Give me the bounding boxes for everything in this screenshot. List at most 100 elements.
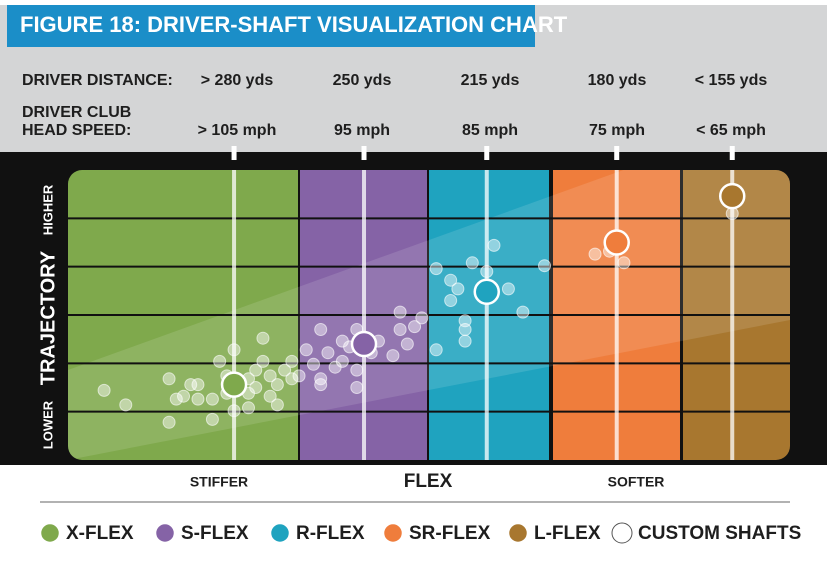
legend-label: CUSTOM SHAFTS — [638, 523, 801, 544]
custom-shaft-point — [263, 369, 277, 383]
custom-shaft-point — [205, 392, 219, 406]
custom-shaft-point — [444, 294, 458, 307]
flex-tick — [484, 146, 490, 160]
custom-shaft-point — [444, 273, 458, 287]
custom-shaft-point — [458, 323, 472, 336]
x-annotation: STIFFER — [190, 474, 248, 490]
custom-shaft-point — [393, 305, 407, 319]
custom-shaft-point — [249, 363, 263, 377]
legend-label: X-FLEX — [66, 523, 134, 544]
legend-swatch — [268, 521, 292, 545]
legend-label: S-FLEX — [181, 523, 249, 544]
custom-shaft-point — [169, 392, 183, 406]
custom-shaft-point — [213, 354, 227, 368]
custom-shaft-point — [516, 305, 530, 319]
custom-shaft-point — [177, 389, 191, 403]
custom-shaft-point — [119, 398, 133, 412]
flex-tick — [614, 146, 620, 160]
custom-shaft-point — [270, 378, 284, 392]
y-axis-label: TRAJECTORY — [37, 250, 59, 385]
flex-marker — [220, 371, 248, 398]
custom-shaft-point — [487, 238, 501, 252]
custom-shaft-point — [538, 259, 552, 273]
legend-label: R-FLEX — [296, 523, 365, 544]
header-value: 85 mph — [462, 122, 518, 139]
custom-shaft-point — [480, 265, 494, 278]
legend-swatch — [153, 521, 177, 545]
header-label: DRIVER DISTANCE: — [22, 72, 173, 89]
custom-shaft-point — [205, 412, 219, 426]
custom-shaft-point — [191, 378, 205, 392]
custom-shaft-point — [270, 398, 284, 412]
custom-shaft-point — [321, 346, 335, 360]
flex-marker — [473, 278, 501, 306]
header-value: 95 mph — [334, 122, 390, 139]
custom-shaft-point — [162, 415, 176, 429]
custom-shaft-point — [617, 256, 631, 270]
flex-marker — [718, 182, 746, 210]
custom-shaft-point — [328, 360, 342, 374]
chart-title: FIGURE 18: DRIVER-SHAFT VISUALIZATION CH… — [20, 12, 568, 37]
custom-shaft-point — [285, 372, 299, 386]
header-value: > 280 yds — [201, 72, 274, 89]
custom-shaft-point — [184, 378, 198, 392]
legend-swatch — [611, 522, 633, 544]
flex-tick — [231, 146, 237, 160]
custom-shaft-point — [429, 343, 443, 357]
legend-swatch — [381, 521, 405, 545]
custom-shaft-point — [429, 262, 443, 276]
custom-shaft-point — [227, 343, 241, 357]
header-value: 180 yds — [588, 72, 647, 89]
header-value: 75 mph — [589, 122, 645, 139]
custom-shaft-point — [299, 343, 313, 357]
custom-shaft-point — [408, 320, 422, 334]
legend-swatch — [38, 521, 62, 545]
header-value: 250 yds — [333, 72, 392, 89]
header-value: < 65 mph — [696, 122, 766, 139]
y-annotation: HIGHER — [40, 184, 55, 235]
custom-shaft-point — [400, 337, 414, 351]
custom-shaft-point — [458, 334, 472, 348]
custom-shaft-point — [292, 369, 306, 383]
custom-shaft-point — [350, 381, 364, 394]
header-value: 215 yds — [461, 72, 520, 89]
header-value: < 155 yds — [695, 72, 768, 89]
custom-shaft-point — [588, 247, 602, 261]
custom-shaft-point — [465, 256, 479, 270]
custom-shaft-point — [263, 389, 277, 403]
x-annotation: SOFTER — [608, 474, 665, 490]
flex-tick — [729, 146, 735, 160]
custom-shaft-point — [386, 349, 400, 363]
header-label: DRIVER CLUB — [22, 104, 131, 121]
custom-shaft-point — [451, 282, 465, 296]
y-annotation: LOWER — [40, 400, 55, 449]
custom-shaft-point — [162, 372, 176, 386]
custom-shaft-point — [97, 383, 111, 397]
custom-shaft-point — [227, 404, 241, 418]
custom-shaft-point — [256, 354, 270, 368]
custom-shaft-point — [415, 311, 429, 325]
custom-shaft-point — [191, 392, 205, 406]
legend-swatch — [506, 521, 530, 545]
custom-shaft-point — [242, 401, 255, 415]
custom-shaft-point — [256, 331, 270, 345]
header-value: > 105 mph — [198, 122, 277, 139]
custom-shaft-point — [314, 372, 328, 386]
header-label: HEAD SPEED: — [22, 122, 131, 139]
custom-shaft-point — [278, 363, 292, 377]
legend-label: SR-FLEX — [409, 523, 491, 544]
custom-shaft-point — [249, 381, 263, 394]
legend-label: L-FLEX — [534, 523, 601, 544]
custom-shaft-point — [350, 363, 364, 377]
custom-shaft-point — [393, 323, 407, 336]
custom-shaft-point — [306, 357, 320, 371]
flex-tick — [361, 146, 367, 160]
flex-marker — [603, 229, 630, 256]
custom-shaft-point — [501, 282, 515, 296]
custom-shaft-point — [314, 323, 328, 336]
flex-marker — [350, 330, 378, 358]
x-axis-label: FLEX — [404, 471, 453, 492]
custom-shaft-point — [285, 354, 299, 368]
title-bar — [7, 5, 535, 47]
